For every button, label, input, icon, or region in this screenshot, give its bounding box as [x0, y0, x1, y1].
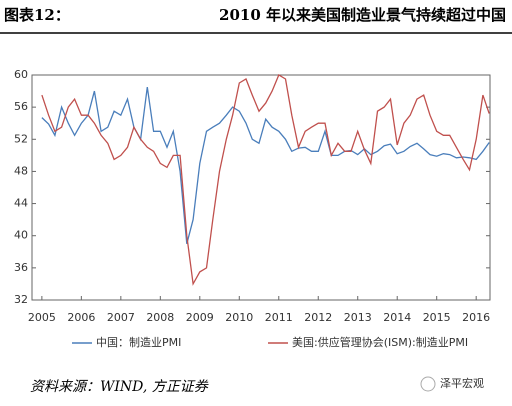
y-tick-label: 48 [14, 164, 28, 177]
y-tick-label: 36 [14, 261, 28, 274]
x-tick-label: 2008 [146, 311, 174, 324]
x-tick-label: 2013 [344, 311, 372, 324]
x-tick-label: 2006 [67, 311, 95, 324]
watermark: 泽平宏观 [440, 376, 484, 390]
x-tick-label: 2015 [423, 311, 451, 324]
y-tick-label: 44 [14, 197, 28, 210]
y-tick-label: 60 [14, 68, 28, 81]
source-note: 资料来源：WIND, 方正证券 [30, 379, 209, 395]
x-tick-label: 2005 [28, 311, 56, 324]
x-tick-label: 2014 [383, 311, 411, 324]
legend-label: 中国：制造业PMI [96, 335, 181, 349]
x-tick-label: 2010 [225, 311, 253, 324]
legend-label: 美国:供应管理协会(ISM):制造业PMI [292, 335, 468, 349]
figure-title: 2010 年以来美国制造业景气持续超过中国 [219, 6, 506, 24]
x-tick-label: 2012 [304, 311, 332, 324]
y-tick-label: 32 [14, 293, 28, 306]
watermark-icon [420, 376, 436, 392]
figure-label: 图表12： [4, 6, 70, 24]
x-tick-label: 2016 [462, 311, 490, 324]
y-tick-label: 52 [14, 132, 28, 145]
series-line [41, 74, 490, 286]
x-tick-label: 2011 [265, 311, 293, 324]
y-tick-label: 40 [14, 229, 28, 242]
plot-frame [31, 74, 491, 301]
x-tick-label: 2009 [186, 311, 214, 324]
y-tick-label: 56 [14, 100, 28, 113]
x-tick-label: 2007 [107, 311, 135, 324]
series-line [41, 87, 490, 244]
